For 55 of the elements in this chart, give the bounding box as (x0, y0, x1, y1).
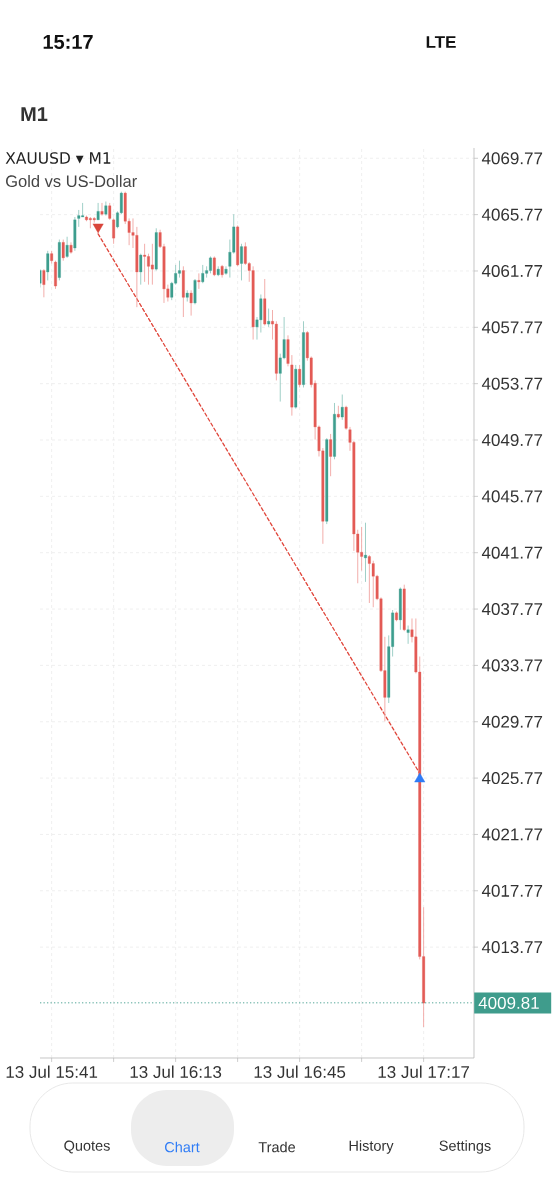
candlestick (364, 522, 367, 583)
ref-line-label: 4009.81 (478, 996, 539, 1009)
text: Gold vs US-Dollar (6, 174, 137, 188)
x-tick-label: 13 Jul 17:17 (378, 1065, 470, 1079)
candlestick (240, 243, 243, 281)
y-tick-label: 4049.77 (481, 433, 543, 447)
candlestick (65, 236, 69, 259)
candlestick (340, 394, 344, 421)
candlestick (139, 253, 143, 286)
chart-title: XAUUSD ▾ M1 (5, 152, 111, 164)
text: M1 (21, 107, 48, 121)
text: LTE (426, 36, 456, 48)
x-tick-label: 13 Jul 16:45 (254, 1065, 346, 1079)
y-tick-label: 4037.77 (481, 603, 543, 616)
candlestick (193, 278, 197, 305)
y-tick-label: 4021.77 (481, 828, 543, 841)
y-tick-label: 4065.77 (481, 208, 543, 221)
candlestick (329, 433, 333, 477)
y-tick-label: 4029.77 (481, 715, 543, 728)
candlestick (100, 202, 104, 217)
candlestick (298, 364, 302, 388)
candlestick (54, 260, 57, 290)
y-tick-label: 4025.77 (481, 772, 543, 785)
y-tick-label: 4069.77 (481, 152, 543, 165)
candlestick (96, 202, 100, 221)
candlestick (197, 272, 201, 290)
candlestick (40, 268, 42, 288)
candlestick (147, 253, 150, 286)
y-tick-label: 4057.77 (481, 321, 543, 334)
text: Quotes (64, 1140, 110, 1154)
candlestick (143, 243, 147, 283)
text: History (349, 1140, 394, 1154)
text: Settings (439, 1140, 491, 1154)
candlestick (61, 239, 65, 262)
candlestick (81, 202, 85, 218)
candlestick (189, 289, 193, 317)
x-tick-label: 13 Jul 15:41 (6, 1065, 98, 1079)
candlestick (406, 625, 410, 645)
y-tick-label: 4053.77 (481, 377, 543, 390)
y-tick-label: 4013.77 (481, 941, 543, 954)
text: Chart (165, 1141, 200, 1153)
y-tick-label: 4017.77 (481, 884, 543, 897)
candlestick (360, 526, 364, 572)
y-tick-label: 4045.77 (481, 490, 543, 503)
y-tick-label: 4061.77 (481, 264, 543, 277)
y-tick-label: 4033.77 (481, 659, 543, 672)
candlestick (46, 250, 50, 281)
candlestick (367, 554, 371, 604)
candlestick (201, 264, 205, 284)
text: 15:17 (43, 35, 93, 49)
candlestick (150, 243, 154, 286)
y-tick-label: 4041.77 (481, 546, 543, 559)
x-tick-label: 13 Jul 16:13 (130, 1065, 222, 1079)
candlestick (267, 308, 271, 328)
text: Trade (258, 1141, 296, 1153)
